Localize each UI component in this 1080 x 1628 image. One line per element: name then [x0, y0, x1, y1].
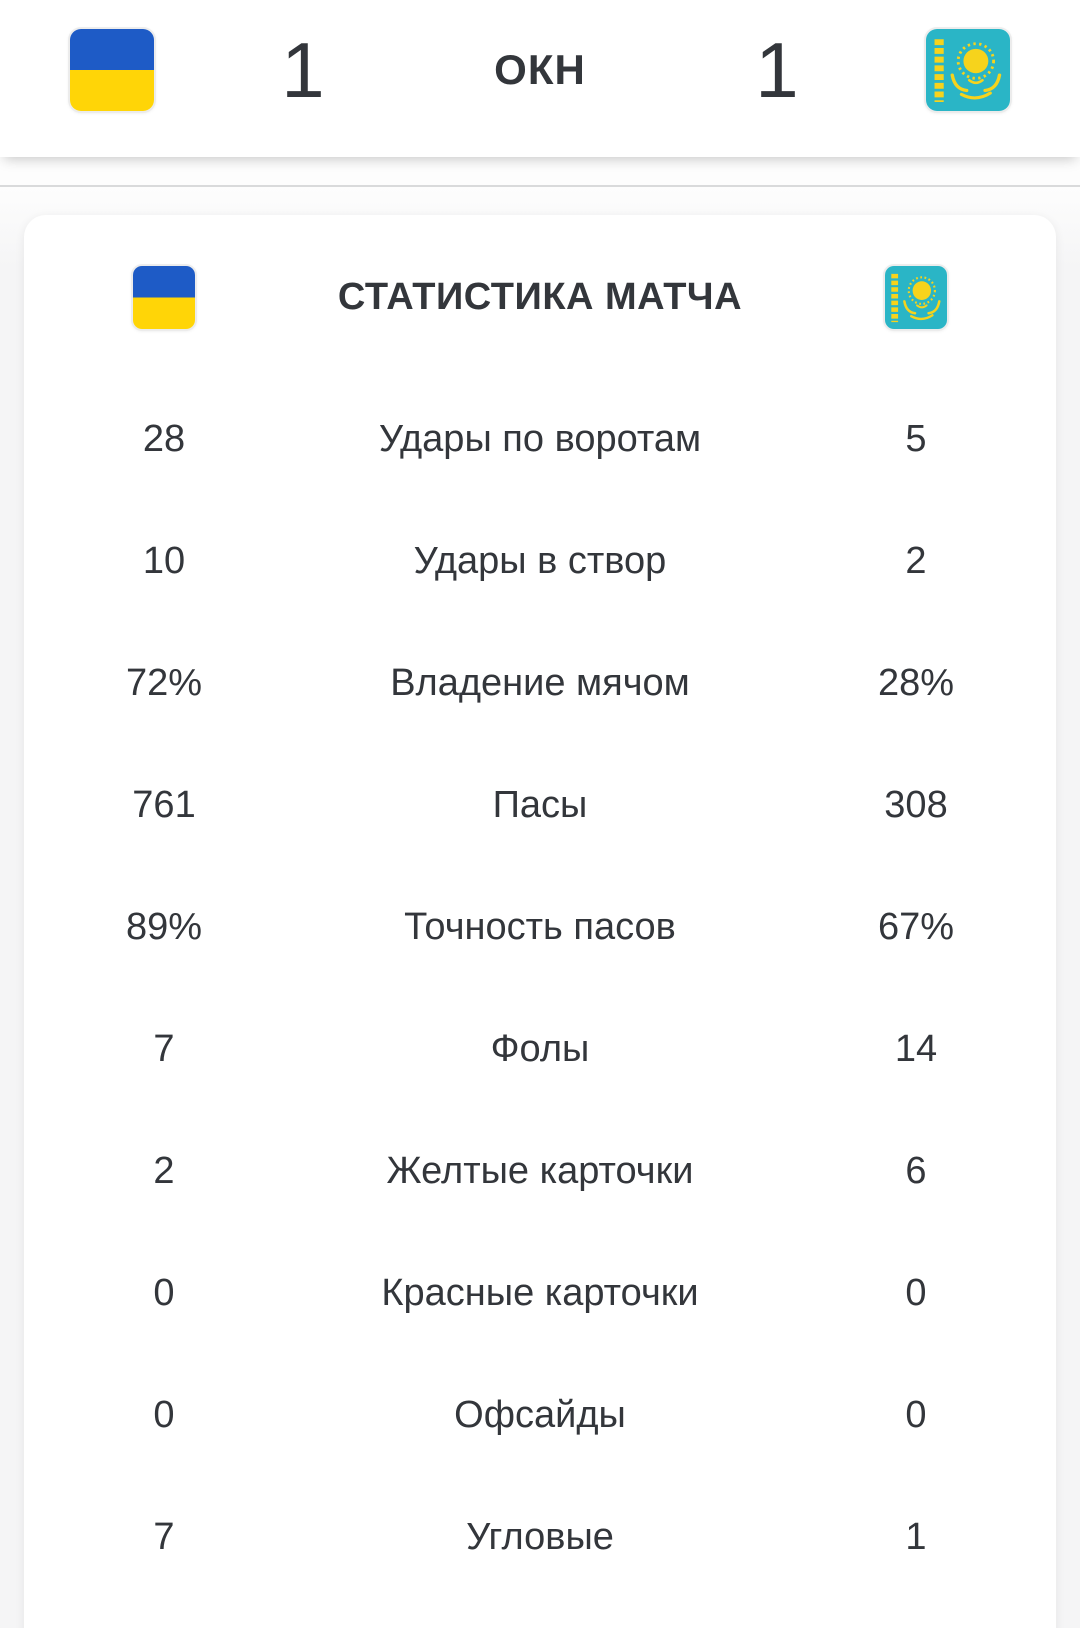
stat-row: 761 Пасы 308 [24, 744, 1056, 866]
stat-label: Удары по воротам [378, 417, 702, 460]
stat-rows: 28 Удары по воротам 5 10 Удары в створ 2… [24, 378, 1056, 1598]
stat-label: Удары в створ [413, 539, 667, 582]
stat-label: Красные карточки [381, 1271, 699, 1314]
stat-row: 10 Удары в створ 2 [24, 500, 1056, 622]
away-value: 67% [877, 905, 955, 948]
stat-row: 7 Угловые 1 [24, 1476, 1056, 1598]
home-score: 1 [281, 26, 325, 114]
match-statistics-card: СТАТИСТИКА МАТЧА 28 Удары п [24, 215, 1056, 1628]
stat-label: Владение мячом [390, 661, 690, 704]
stat-row: 72% Владение мячом 28% [24, 622, 1056, 744]
stat-row: 28 Удары по воротам 5 [24, 378, 1056, 500]
stat-label: Угловые [466, 1515, 614, 1558]
match-status: ОКН [494, 46, 586, 93]
header-gap [0, 157, 1080, 185]
ukraine-flag-icon [70, 29, 154, 111]
section-divider [0, 185, 1080, 187]
away-value: 0 [905, 1393, 927, 1436]
away-score: 1 [755, 26, 799, 114]
home-value: 7 [153, 1027, 175, 1070]
kazakhstan-flag-icon [885, 265, 947, 329]
away-value: 1 [905, 1515, 927, 1558]
away-value: 2 [905, 539, 927, 582]
stat-label: Фолы [490, 1027, 590, 1070]
home-value: 89% [125, 905, 203, 948]
home-value: 10 [142, 539, 186, 582]
kazakhstan-flag-icon [926, 29, 1010, 111]
home-value: 72% [125, 661, 203, 704]
ukraine-flag-icon [133, 265, 195, 329]
stat-label: Пасы [492, 783, 588, 826]
home-value: 0 [153, 1271, 175, 1314]
home-value: 761 [132, 783, 196, 826]
away-value: 14 [894, 1027, 938, 1070]
stat-row: 0 Красные карточки 0 [24, 1232, 1056, 1354]
stat-label: Точность пасов [404, 905, 676, 948]
stat-row: 2 Желтые карточки 6 [24, 1110, 1056, 1232]
stat-row: 89% Точность пасов 67% [24, 866, 1056, 988]
stat-row: 0 Офсайды 0 [24, 1354, 1056, 1476]
home-value: 28 [142, 417, 186, 460]
home-value: 0 [153, 1393, 175, 1436]
stat-label: Офсайды [454, 1393, 626, 1436]
home-value: 7 [153, 1515, 175, 1558]
stats-card-title: СТАТИСТИКА МАТЧА [337, 275, 743, 318]
away-value: 5 [905, 417, 927, 460]
home-value: 2 [153, 1149, 175, 1192]
page-content: СТАТИСТИКА МАТЧА 28 Удары п [0, 187, 1080, 1628]
away-value: 28% [877, 661, 955, 704]
scoreboard-header: 1 ОКН 1 [0, 0, 1080, 157]
away-value: 0 [905, 1271, 927, 1314]
stat-row: 7 Фолы 14 [24, 988, 1056, 1110]
stat-label: Желтые карточки [386, 1149, 694, 1192]
away-value: 6 [905, 1149, 927, 1192]
stats-card-header: СТАТИСТИКА МАТЧА [24, 215, 1056, 329]
away-value: 308 [884, 783, 948, 826]
